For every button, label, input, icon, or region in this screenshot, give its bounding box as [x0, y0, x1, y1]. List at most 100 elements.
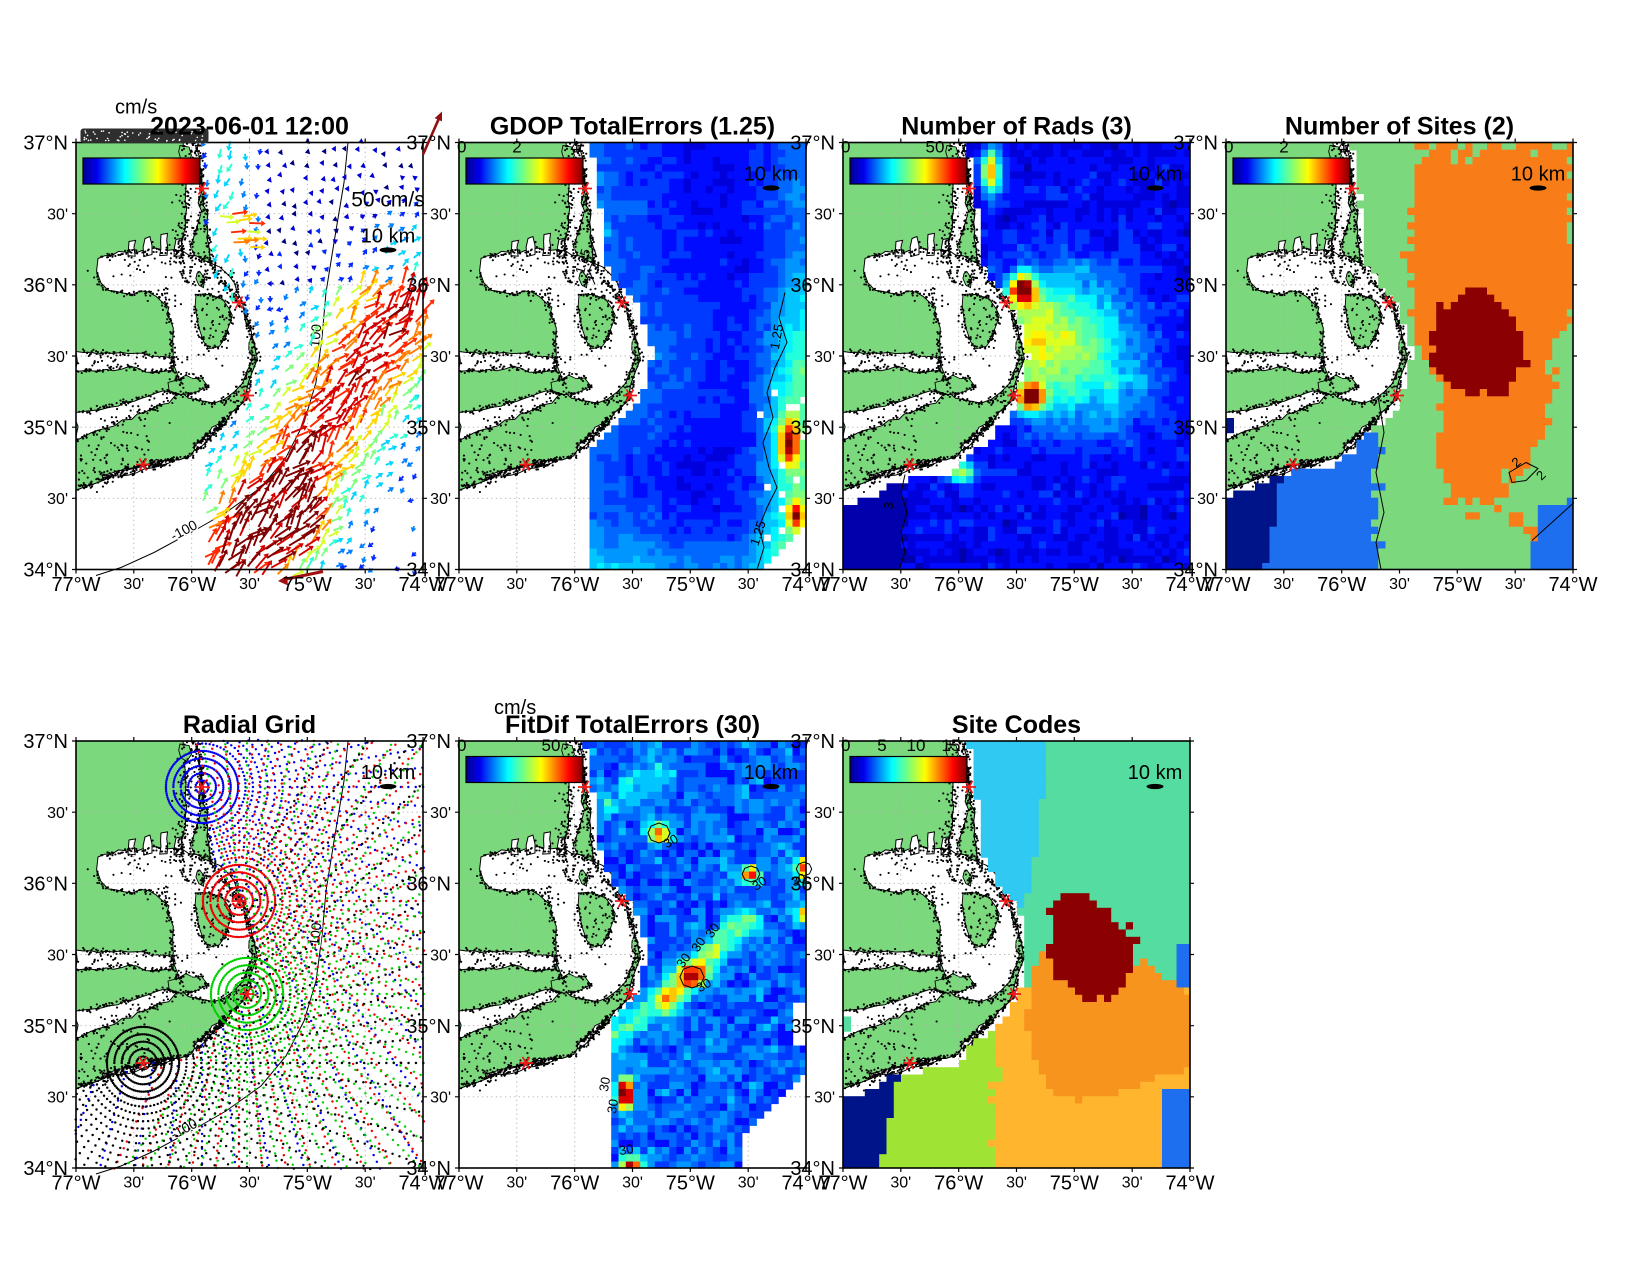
svg-text:37°N: 37°N	[1173, 133, 1218, 155]
svg-text:2: 2	[1279, 138, 1288, 157]
svg-text:1.25: 1.25	[767, 323, 786, 351]
svg-text:37°N: 37°N	[406, 133, 451, 155]
svg-text:10 km: 10 km	[1128, 164, 1182, 186]
svg-text:FitDif TotalErrors (30): FitDif TotalErrors (30)	[505, 711, 760, 739]
svg-text:35°N: 35°N	[1173, 417, 1218, 439]
svg-text:36°N: 36°N	[23, 874, 68, 896]
svg-text:30': 30'	[814, 206, 835, 223]
svg-text:30': 30'	[430, 206, 451, 223]
svg-text:cm/s: cm/s	[115, 97, 157, 119]
svg-text:50: 50	[542, 736, 561, 755]
svg-text:30': 30'	[430, 349, 451, 366]
svg-text:76°W: 76°W	[167, 574, 216, 596]
svg-text:Site Codes: Site Codes	[952, 711, 1081, 739]
svg-text:77°W: 77°W	[1201, 574, 1250, 596]
svg-text:30': 30'	[1197, 491, 1218, 508]
svg-text:76°W: 76°W	[1317, 574, 1366, 596]
svg-text:35°N: 35°N	[406, 417, 451, 439]
svg-text:30': 30'	[1505, 576, 1526, 593]
svg-text:75°W: 75°W	[283, 1173, 332, 1195]
svg-text:30': 30'	[355, 576, 376, 593]
svg-text:5: 5	[877, 736, 886, 755]
svg-text:30': 30'	[47, 1090, 68, 1107]
svg-text:74°W: 74°W	[1165, 1173, 1214, 1195]
svg-text:35°N: 35°N	[23, 417, 68, 439]
svg-text:76°W: 76°W	[934, 574, 983, 596]
svg-text:30: 30	[596, 1076, 613, 1093]
svg-text:75°W: 75°W	[1050, 574, 1099, 596]
svg-text:75°W: 75°W	[1050, 1173, 1099, 1195]
svg-text:34°N: 34°N	[1173, 560, 1218, 582]
svg-text:30': 30'	[890, 1175, 911, 1192]
svg-text:30': 30'	[430, 1090, 451, 1107]
svg-text:30': 30'	[622, 1175, 643, 1192]
svg-text:30': 30'	[47, 206, 68, 223]
svg-text:30': 30'	[814, 349, 835, 366]
svg-text:76°W: 76°W	[167, 1173, 216, 1195]
svg-text:76°W: 76°W	[934, 1173, 983, 1195]
svg-text:50 cm/s: 50 cm/s	[351, 189, 425, 212]
svg-text:10 km: 10 km	[1128, 762, 1182, 784]
svg-text:30': 30'	[1197, 349, 1218, 366]
svg-text:30: 30	[749, 873, 769, 894]
svg-text:10 km: 10 km	[744, 164, 798, 186]
svg-text:4: 4	[570, 138, 579, 157]
svg-text:10 km: 10 km	[361, 762, 415, 784]
svg-text:30: 30	[618, 1141, 635, 1158]
svg-text:30': 30'	[1389, 576, 1410, 593]
svg-text:34°N: 34°N	[790, 1158, 835, 1180]
svg-text:30': 30'	[1197, 206, 1218, 223]
svg-text:10 km: 10 km	[1511, 164, 1565, 186]
svg-text:30': 30'	[239, 576, 260, 593]
svg-text:10 km: 10 km	[361, 226, 415, 248]
svg-text:10: 10	[907, 736, 926, 755]
svg-text:0: 0	[457, 736, 466, 755]
svg-text:77°W: 77°W	[434, 574, 483, 596]
svg-text:74°W: 74°W	[398, 1173, 447, 1195]
svg-text:30': 30'	[123, 576, 144, 593]
svg-text:30': 30'	[123, 1175, 144, 1192]
svg-text:30': 30'	[622, 576, 643, 593]
svg-text:30: 30	[661, 831, 681, 851]
svg-text:34°N: 34°N	[406, 1158, 451, 1180]
svg-text:74°W: 74°W	[781, 1173, 830, 1195]
svg-text:30': 30'	[430, 805, 451, 822]
svg-text:75°W: 75°W	[666, 1173, 715, 1195]
svg-text:35°N: 35°N	[23, 1016, 68, 1038]
svg-text:77°W: 77°W	[818, 574, 867, 596]
svg-text:0: 0	[841, 138, 850, 157]
svg-text:30: 30	[702, 920, 723, 940]
svg-text:30: 30	[604, 1098, 621, 1115]
svg-text:10 km: 10 km	[744, 762, 798, 784]
svg-text:35°N: 35°N	[406, 1016, 451, 1038]
svg-text:35°N: 35°N	[790, 1016, 835, 1038]
svg-text:34°N: 34°N	[23, 560, 68, 582]
svg-text:Number of Rads (3): Number of Rads (3)	[901, 113, 1132, 141]
svg-text:36°N: 36°N	[406, 275, 451, 297]
svg-text:30': 30'	[814, 947, 835, 964]
svg-text:34°N: 34°N	[406, 560, 451, 582]
svg-text:30': 30'	[1006, 576, 1027, 593]
svg-text:30': 30'	[814, 1090, 835, 1107]
svg-text:30': 30'	[890, 576, 911, 593]
svg-text:77°W: 77°W	[51, 1173, 100, 1195]
svg-text:30: 30	[688, 934, 709, 954]
svg-text:37°N: 37°N	[790, 133, 835, 155]
svg-text:30': 30'	[814, 805, 835, 822]
svg-text:30': 30'	[47, 349, 68, 366]
svg-text:1.25: 1.25	[747, 519, 769, 548]
svg-text:75°W: 75°W	[283, 574, 332, 596]
svg-text:37°N: 37°N	[23, 133, 68, 155]
svg-text:77°W: 77°W	[51, 574, 100, 596]
svg-text:30': 30'	[814, 491, 835, 508]
svg-text:34°N: 34°N	[23, 1158, 68, 1180]
svg-text:34°N: 34°N	[790, 560, 835, 582]
svg-text:15: 15	[942, 736, 961, 755]
svg-text:2023-06-01 12:00: 2023-06-01 12:00	[150, 113, 349, 141]
svg-text:GDOP TotalErrors (1.25): GDOP TotalErrors (1.25)	[490, 113, 775, 141]
svg-text:2: 2	[512, 138, 521, 157]
svg-text:74°W: 74°W	[398, 574, 447, 596]
svg-text:0: 0	[457, 138, 466, 157]
svg-text:4: 4	[1337, 138, 1346, 157]
svg-text:30: 30	[694, 975, 714, 995]
